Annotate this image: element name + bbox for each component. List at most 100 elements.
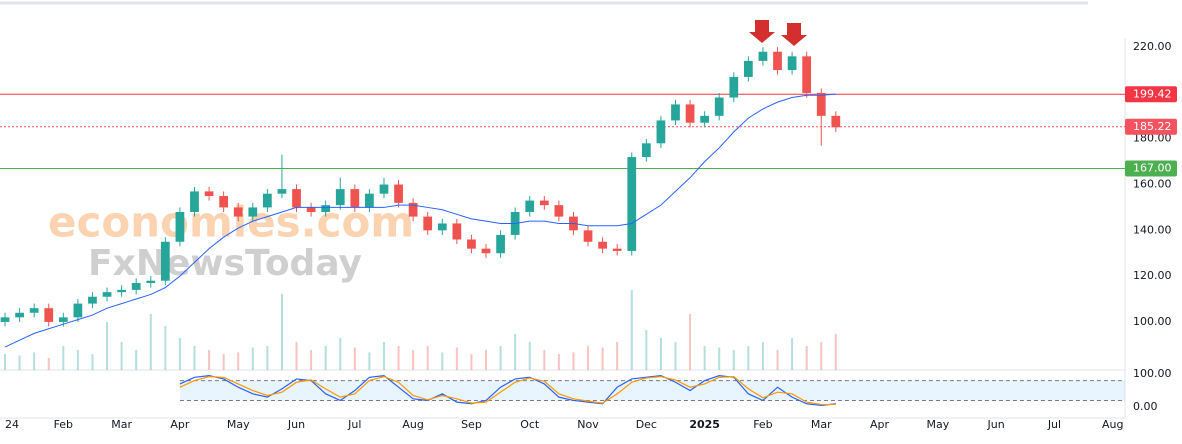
candle-body	[539, 200, 549, 206]
candle-body	[583, 230, 593, 242]
volume-bar	[397, 346, 400, 370]
volume-bar	[310, 350, 313, 370]
level-tag	[1125, 86, 1177, 103]
volume-bar	[91, 354, 94, 370]
volume-bar	[645, 330, 648, 370]
volume-bar	[339, 338, 342, 370]
volume-bar	[149, 314, 152, 370]
x-tick-label: Jun	[987, 418, 1005, 431]
volume-bar	[193, 346, 196, 370]
candle-body	[73, 303, 83, 318]
volume-bar	[630, 290, 633, 370]
candle-body	[525, 200, 535, 213]
volume-bar	[178, 338, 181, 370]
candle-body	[394, 184, 403, 203]
volume-bar	[601, 347, 604, 370]
x-tick-label: Feb	[54, 418, 73, 431]
volume-bar	[703, 346, 706, 370]
candle-body	[175, 212, 185, 242]
candle-body	[437, 223, 447, 231]
candle-body	[787, 56, 797, 71]
candle-body	[29, 308, 39, 313]
osc-tick-label: 0.00	[1133, 400, 1158, 413]
volume-bar	[499, 346, 502, 370]
volume-bar	[280, 294, 283, 370]
x-tick-label: Apr	[870, 418, 890, 431]
x-tick-label: Jul	[1047, 418, 1061, 431]
x-tick-label: 2025	[689, 418, 720, 431]
candle-body	[408, 202, 418, 217]
volume-bar	[353, 347, 356, 370]
candle-body	[263, 193, 272, 208]
volume-bar	[62, 346, 65, 370]
volume-bar	[514, 334, 517, 370]
candle-body	[743, 60, 753, 77]
volume-bar	[295, 342, 298, 370]
volume-bar	[426, 346, 429, 370]
arrow	[781, 23, 807, 46]
volume-bar	[834, 334, 837, 370]
osc-tick-label: 100.00	[1133, 367, 1172, 380]
x-tick-label: Dec	[636, 418, 657, 431]
candle-body	[131, 282, 141, 290]
volume-bar	[251, 347, 254, 370]
y-tick-label: 120.00	[1133, 269, 1172, 282]
volume-bar	[324, 346, 327, 370]
candle-body	[160, 241, 170, 281]
candle-body	[335, 189, 345, 206]
y-tick-label: 220.00	[1133, 40, 1172, 53]
candle-body	[802, 56, 812, 93]
candle-body	[685, 104, 695, 123]
arrow	[749, 20, 775, 43]
candle-body	[714, 97, 724, 116]
watermark: FxNewsToday	[88, 243, 362, 284]
candle-body	[204, 191, 214, 196]
volume-bar	[587, 346, 590, 370]
candle-body	[219, 195, 229, 208]
y-tick-label: 140.00	[1133, 223, 1172, 236]
volume-bar	[47, 358, 50, 370]
candle-body	[88, 296, 97, 304]
x-tick-label: Mar	[811, 418, 832, 431]
volume-bar	[689, 314, 692, 370]
candle-body	[102, 292, 112, 297]
volume-bar	[674, 342, 677, 370]
x-tick-label: May	[926, 418, 949, 431]
candle-body	[306, 207, 316, 213]
volume-bar	[441, 352, 444, 370]
candle-body	[467, 239, 476, 249]
volume-bar	[382, 342, 385, 370]
candle-body	[452, 223, 462, 240]
x-tick-label: Mar	[111, 418, 132, 431]
candle-body	[481, 248, 491, 254]
volume-bar	[33, 352, 36, 370]
volume-bar	[208, 350, 211, 370]
candle-body	[423, 216, 433, 231]
volume-bar	[616, 342, 619, 370]
candle-body	[598, 241, 607, 249]
candle-body	[58, 317, 68, 322]
volume-bar	[76, 350, 79, 370]
y-tick-label: 180.00	[1133, 132, 1172, 145]
x-tick-label: Apr	[170, 418, 190, 431]
volume-bar	[412, 350, 415, 370]
y-tick-label: 160.00	[1133, 178, 1172, 191]
x-tick-label: Sep	[461, 418, 482, 431]
volume-bar	[718, 347, 721, 370]
volume-bar	[485, 350, 488, 370]
candle-body	[627, 157, 637, 251]
volume-bar	[120, 342, 123, 370]
volume-bar	[106, 322, 109, 370]
moving-average	[4, 93, 836, 348]
candle-body	[773, 51, 782, 71]
candle-body	[146, 280, 156, 283]
x-tick-label: Nov	[577, 418, 599, 431]
candle-body	[612, 248, 622, 251]
candle-body	[758, 51, 768, 61]
volume-bar	[659, 338, 662, 370]
candle-body	[350, 189, 360, 208]
x-tick-label: Aug	[1102, 418, 1123, 431]
candle-body	[15, 312, 24, 318]
volume-bar	[747, 346, 750, 370]
